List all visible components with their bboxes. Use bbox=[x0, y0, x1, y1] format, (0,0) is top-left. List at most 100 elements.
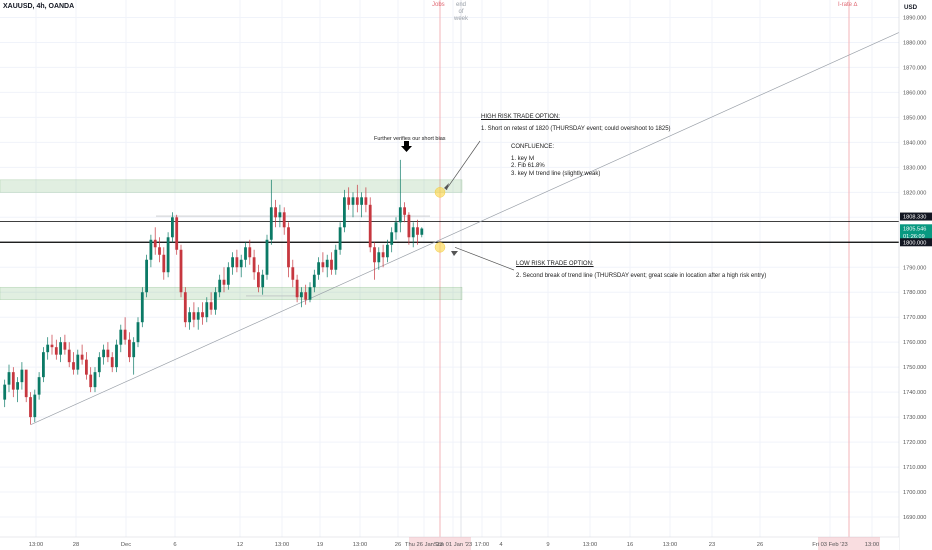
candle bbox=[235, 249, 239, 273]
candle-body bbox=[179, 249, 183, 293]
candle-body bbox=[351, 197, 355, 205]
candle-body bbox=[153, 239, 157, 248]
y-tick-label: 1700.000 bbox=[903, 490, 926, 496]
candle-body bbox=[403, 207, 406, 215]
symbol-label: XAUUSD, 4h, OANDA bbox=[3, 3, 75, 10]
candle-body bbox=[321, 262, 325, 268]
event-highlight-band bbox=[818, 537, 880, 550]
entry-highlight bbox=[434, 187, 446, 198]
high-risk-block: HIGH RISK TRADE OPTION: 1. Short on rete… bbox=[481, 114, 671, 133]
candle-body bbox=[244, 247, 247, 260]
candle-body bbox=[72, 362, 75, 370]
candle-body bbox=[7, 372, 11, 385]
key-level-badge: 1800.000 bbox=[903, 240, 926, 246]
candle-body bbox=[158, 247, 161, 255]
candle-body bbox=[291, 267, 295, 280]
candle bbox=[239, 254, 243, 278]
candle-body bbox=[3, 384, 7, 400]
candle-body bbox=[334, 249, 338, 270]
candle bbox=[248, 239, 252, 265]
confluence-item: 2. Fib 61.8% bbox=[511, 163, 545, 169]
last-price-badge-bg bbox=[900, 224, 932, 233]
candle bbox=[300, 287, 303, 308]
candle bbox=[63, 334, 67, 355]
candle-body bbox=[80, 354, 84, 360]
key-level-badge-bg bbox=[900, 238, 932, 247]
annotation-arrows bbox=[401, 140, 515, 271]
candle bbox=[175, 214, 179, 255]
candle bbox=[166, 232, 170, 278]
candle-body bbox=[175, 217, 179, 250]
candle bbox=[192, 302, 196, 328]
candle bbox=[308, 282, 312, 303]
candle-body bbox=[106, 349, 110, 358]
candle-body bbox=[63, 342, 67, 350]
candle bbox=[274, 199, 277, 228]
event-label-jobs: Jobs bbox=[432, 2, 445, 8]
candle-body bbox=[257, 272, 260, 288]
candle-body bbox=[16, 382, 19, 390]
candle-body bbox=[287, 227, 290, 268]
arrow-line bbox=[445, 140, 481, 191]
candle bbox=[231, 252, 234, 275]
candle bbox=[343, 189, 346, 233]
candle bbox=[312, 269, 316, 293]
candle bbox=[257, 264, 260, 293]
candle-body bbox=[97, 357, 101, 373]
candle-body bbox=[128, 339, 131, 358]
confluence-block: CONFLUENCE: 1. key lvl 2. Fib 61.8% 3. k… bbox=[511, 144, 600, 178]
candle bbox=[411, 222, 415, 248]
event-highlight-band bbox=[409, 537, 471, 550]
candle-body bbox=[226, 267, 230, 285]
candle-body bbox=[269, 207, 273, 240]
candle bbox=[3, 379, 7, 408]
candle bbox=[360, 192, 363, 218]
candle bbox=[59, 337, 62, 363]
candle bbox=[89, 367, 93, 393]
x-tick-label: Fri 03 Feb '23 bbox=[812, 542, 848, 548]
candle-body bbox=[377, 252, 381, 263]
candle bbox=[205, 297, 209, 323]
candle-body bbox=[29, 397, 32, 418]
candle-body bbox=[196, 312, 200, 320]
candle-body bbox=[201, 312, 204, 318]
candle bbox=[179, 244, 183, 298]
candle bbox=[287, 222, 290, 278]
candle bbox=[20, 362, 24, 390]
candle-body bbox=[252, 257, 256, 273]
candle bbox=[42, 347, 45, 383]
candle bbox=[420, 227, 424, 238]
candle bbox=[106, 342, 110, 363]
low-risk-title: LOW RISK TRADE OPTION: bbox=[516, 261, 594, 267]
high-risk-item: 1. Short on retest of 1820 (THURSDAY eve… bbox=[481, 125, 671, 132]
candle bbox=[115, 339, 118, 373]
candle bbox=[278, 204, 282, 228]
candle-body bbox=[282, 212, 286, 228]
candle-body bbox=[162, 254, 166, 273]
candle bbox=[80, 344, 84, 365]
currency-label: USD bbox=[904, 4, 918, 11]
candle bbox=[407, 212, 411, 245]
x-tick-label: 26 bbox=[395, 542, 401, 548]
candle-body bbox=[411, 227, 415, 238]
candle-body bbox=[218, 279, 222, 293]
candle bbox=[29, 392, 32, 425]
y-tick-label: 1820.000 bbox=[903, 190, 926, 196]
y-tick-label: 1730.000 bbox=[903, 415, 926, 421]
candle bbox=[244, 242, 247, 268]
y-tick-label: 1890.000 bbox=[903, 15, 926, 21]
candle-body bbox=[398, 207, 402, 223]
candle-body bbox=[295, 279, 299, 298]
upper-level-badge-bg bbox=[900, 212, 932, 221]
price-axis: USD 1690.000 1700.000 1710.000 1720.000 1730.… bbox=[898, 0, 932, 550]
candle bbox=[171, 212, 174, 243]
candle bbox=[72, 352, 75, 375]
y-tick-label: 1850.000 bbox=[903, 115, 926, 121]
candle-body bbox=[20, 369, 24, 383]
candle-body bbox=[166, 237, 170, 273]
price-axis-bg bbox=[899, 0, 932, 550]
candle bbox=[201, 302, 204, 325]
candle bbox=[355, 184, 359, 213]
